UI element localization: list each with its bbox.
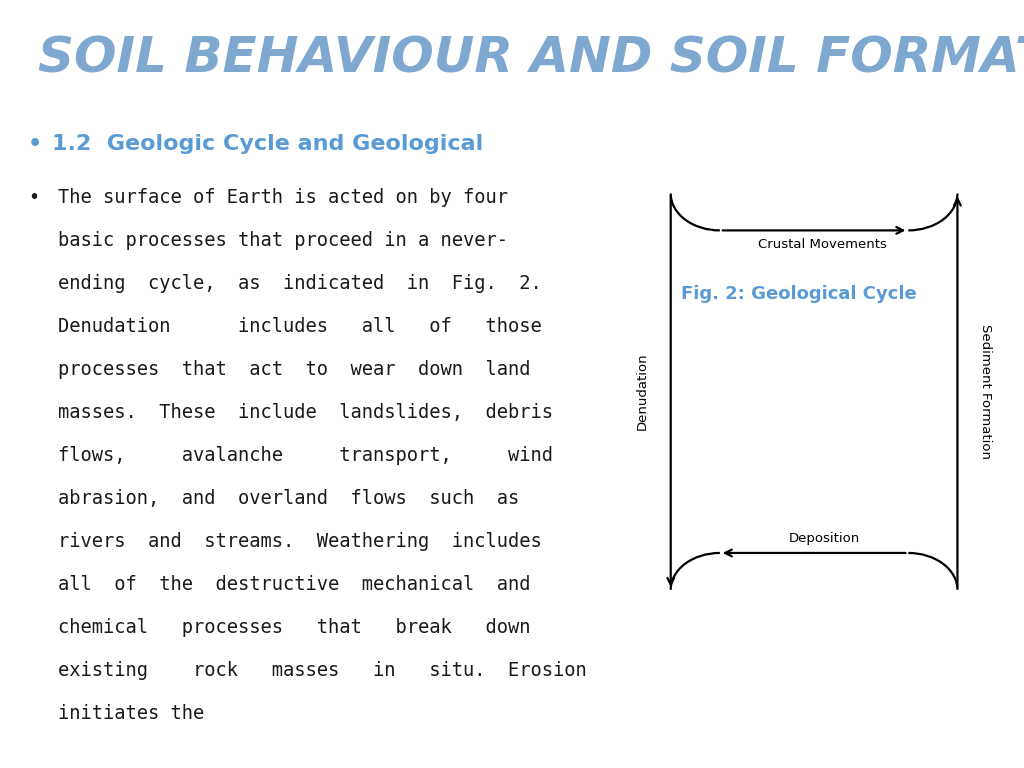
Text: Fig. 2: Geological Cycle: Fig. 2: Geological Cycle — [681, 286, 916, 303]
Text: Denudation: Denudation — [636, 353, 649, 431]
Text: processes  that  act  to  wear  down  land: processes that act to wear down land — [58, 360, 530, 379]
Text: •: • — [28, 188, 39, 207]
Text: flows,     avalanche     transport,     wind: flows, avalanche transport, wind — [58, 446, 553, 465]
Text: •: • — [28, 134, 42, 154]
Text: Crustal Movements: Crustal Movements — [758, 238, 887, 251]
Text: ending  cycle,  as  indicated  in  Fig.  2.: ending cycle, as indicated in Fig. 2. — [58, 274, 542, 293]
Text: Sediment Formation: Sediment Formation — [979, 324, 992, 459]
Text: initiates the: initiates the — [58, 704, 204, 723]
Text: all  of  the  destructive  mechanical  and: all of the destructive mechanical and — [58, 575, 530, 594]
Text: 1.2  Geologic Cycle and Geological: 1.2 Geologic Cycle and Geological — [52, 134, 483, 154]
Text: Denudation      includes   all   of   those: Denudation includes all of those — [58, 317, 542, 336]
Text: abrasion,  and  overland  flows  such  as: abrasion, and overland flows such as — [58, 489, 519, 508]
Text: basic processes that proceed in a never-: basic processes that proceed in a never- — [58, 231, 508, 250]
Text: masses.  These  include  landslides,  debris: masses. These include landslides, debris — [58, 403, 553, 422]
Text: chemical   processes   that   break   down: chemical processes that break down — [58, 618, 530, 637]
Text: Deposition: Deposition — [788, 532, 860, 545]
Text: The surface of Earth is acted on by four: The surface of Earth is acted on by four — [58, 188, 508, 207]
Text: SOIL BEHAVIOUR AND SOIL FORMATION: SOIL BEHAVIOUR AND SOIL FORMATION — [38, 35, 1024, 83]
Text: existing    rock   masses   in   situ.  Erosion: existing rock masses in situ. Erosion — [58, 661, 587, 680]
Text: rivers  and  streams.  Weathering  includes: rivers and streams. Weathering includes — [58, 532, 542, 551]
